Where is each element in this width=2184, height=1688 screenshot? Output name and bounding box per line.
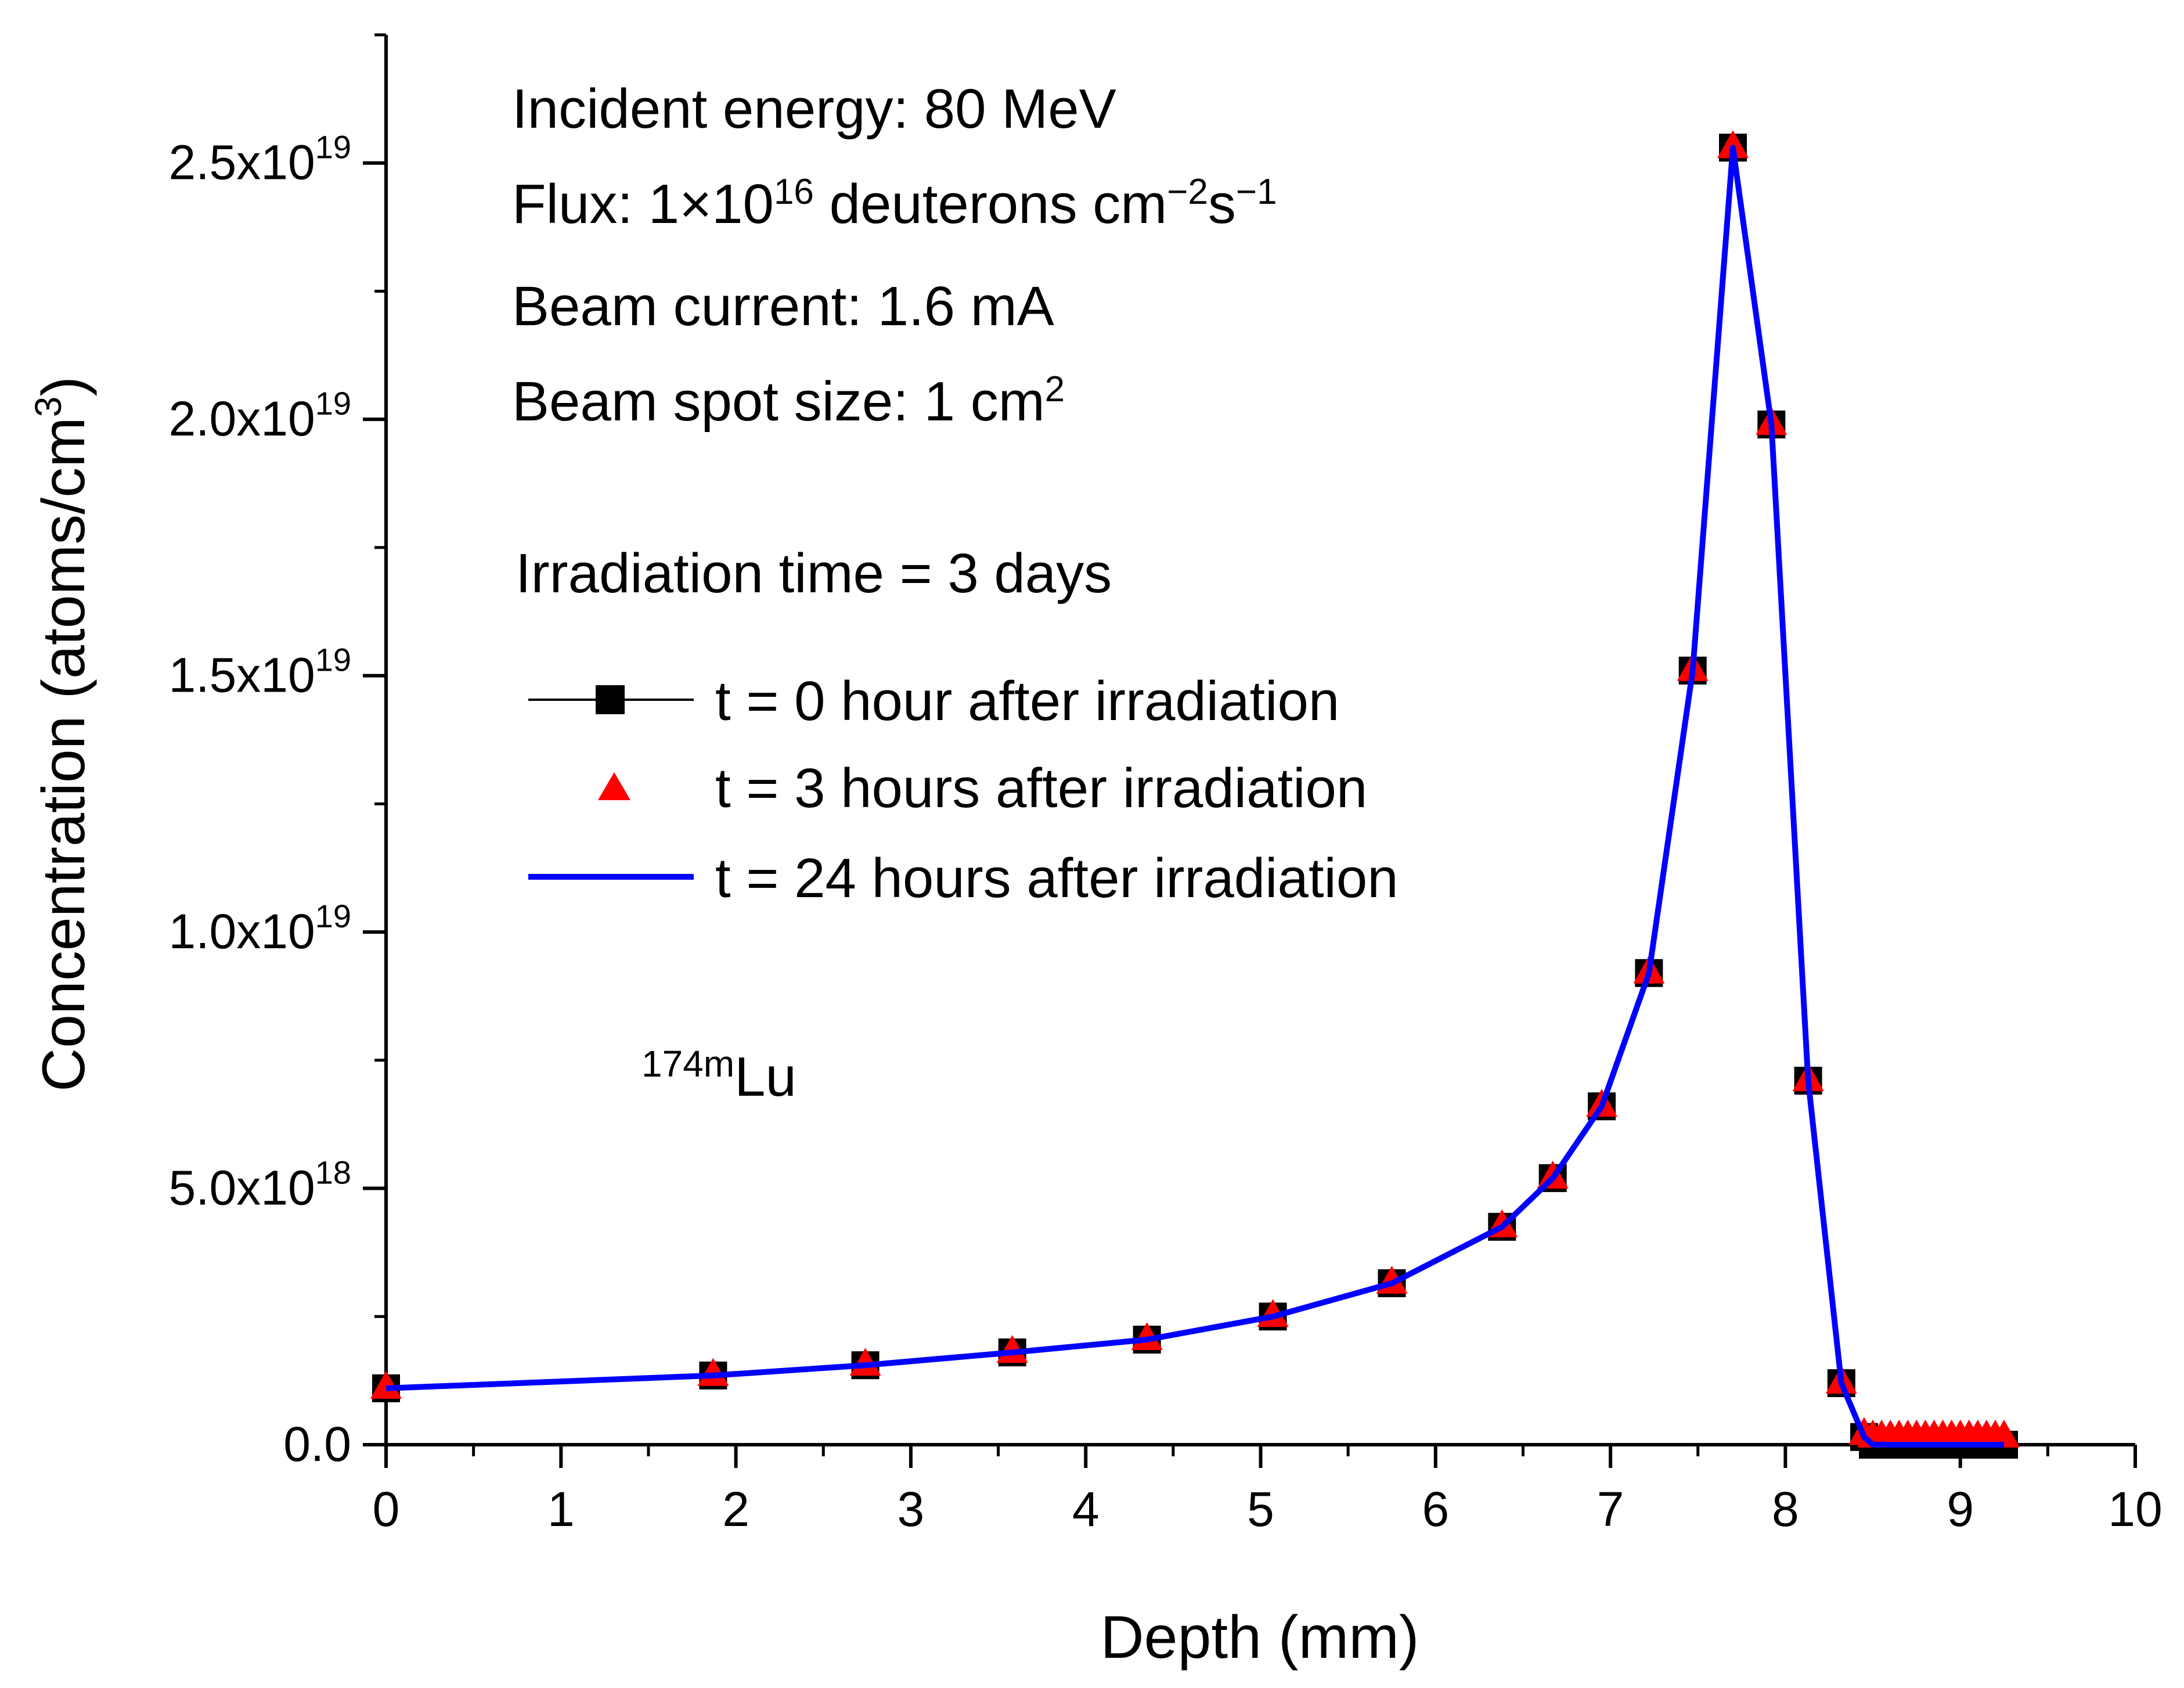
flux-times: ×	[679, 173, 712, 235]
x-tick-label: 1	[547, 1482, 575, 1536]
flux-s: s	[1208, 173, 1236, 235]
legend-entry-t24: t = 24 hours after irradiation	[528, 847, 1399, 909]
point-triangle-t3	[370, 1370, 402, 1399]
annotation-flux: Flux: 1×1016 deuterons cm−2s−1	[512, 174, 1277, 232]
plot-area	[370, 130, 2020, 1459]
y-tick-label: 0.0	[283, 1417, 351, 1471]
legend-marker-square	[596, 685, 625, 714]
y-tick-label: 1.5x1019	[168, 642, 351, 703]
annotation-energy: Incident energy: 80 MeV	[512, 78, 1116, 140]
y-axis-title: Concentration (atoms/cm3)	[27, 376, 98, 1092]
x-minor-ticks	[472, 1445, 2049, 1456]
annotation-irradiation: Irradiation time = 3 days	[516, 542, 1112, 604]
flux-exp: 16	[773, 172, 814, 212]
point-triangle-t3	[849, 1348, 881, 1376]
legend-label-t3: t = 3 hours after irradiation	[715, 757, 1367, 819]
x-tick-label: 5	[1247, 1482, 1274, 1536]
legend-entry-t0: t = 0 hour after irradiation	[528, 670, 1339, 732]
flux-exp3: −1	[1235, 172, 1277, 212]
spot-prefix: Beam spot size: 1 cm	[512, 370, 1045, 433]
x-tick-label: 0	[373, 1482, 400, 1536]
axes: 0 1 2 3 4 5 6 7 8 9 10 0.0 5.0x1018 1.0x1019 1.5x1019…	[168, 33, 2163, 1536]
point-triangle-t3	[697, 1358, 729, 1386]
isotope-label: Lu	[734, 1046, 797, 1108]
point-triangle-t3	[1988, 1419, 2020, 1448]
y-axis-title-main: Concentration (atoms/cm	[30, 417, 98, 1092]
flux-base: 10	[712, 173, 774, 235]
x-tick-label: 6	[1422, 1482, 1449, 1536]
annotation-spot: Beam spot size: 1 cm2	[512, 372, 1065, 430]
x-tick-label: 2	[722, 1482, 749, 1536]
flux-unit: deuterons cm	[813, 173, 1167, 235]
x-tick-label: 10	[2108, 1482, 2162, 1536]
legend-label-t0: t = 0 hour after irradiation	[715, 670, 1339, 732]
x-tick-label: 3	[898, 1482, 925, 1536]
legend: t = 0 hour after irradiation t = 3 hours…	[528, 670, 1399, 909]
x-tick-labels: 0 1 2 3 4 5 6 7 8 9 10	[373, 1482, 2163, 1536]
isotope-sup: 174m	[641, 1043, 735, 1085]
annotation-isotope: 174mLu	[641, 1045, 797, 1105]
series-line-t24	[385, 145, 2004, 1448]
x-tick-label: 9	[1947, 1482, 1974, 1536]
x-tick-label: 7	[1597, 1482, 1624, 1536]
x-tick-label: 8	[1772, 1482, 1799, 1536]
spot-exp: 2	[1044, 369, 1065, 409]
legend-entry-t3: t = 3 hours after irradiation	[598, 757, 1367, 819]
y-tick-labels: 0.0 5.0x1018 1.0x1019 1.5x1019 2.0x1019 2.5x1…	[168, 129, 351, 1471]
y-ticks	[363, 161, 386, 1446]
y-tick-label: 5.0x1018	[168, 1154, 351, 1215]
y-axis-title-close: )	[30, 376, 98, 397]
y-minor-ticks	[374, 33, 386, 1318]
y-tick-label: 2.5x1019	[168, 129, 351, 190]
flux-exp2: −2	[1167, 172, 1208, 212]
y-tick-label: 2.0x1019	[168, 385, 351, 446]
annotation-current: Beam current: 1.6 mA	[512, 275, 1054, 337]
x-tick-label: 4	[1072, 1482, 1100, 1536]
legend-label-t24: t = 24 hours after irradiation	[715, 847, 1399, 909]
legend-marker-triangle	[598, 772, 630, 800]
point-triangle-t3	[1717, 130, 1749, 159]
y-tick-label: 1.0x1019	[168, 898, 351, 959]
flux-prefix: Flux: 1	[512, 173, 680, 235]
x-axis-title: Depth (mm)	[1101, 1604, 1419, 1671]
y-axis-title-sup: 3	[27, 397, 69, 417]
